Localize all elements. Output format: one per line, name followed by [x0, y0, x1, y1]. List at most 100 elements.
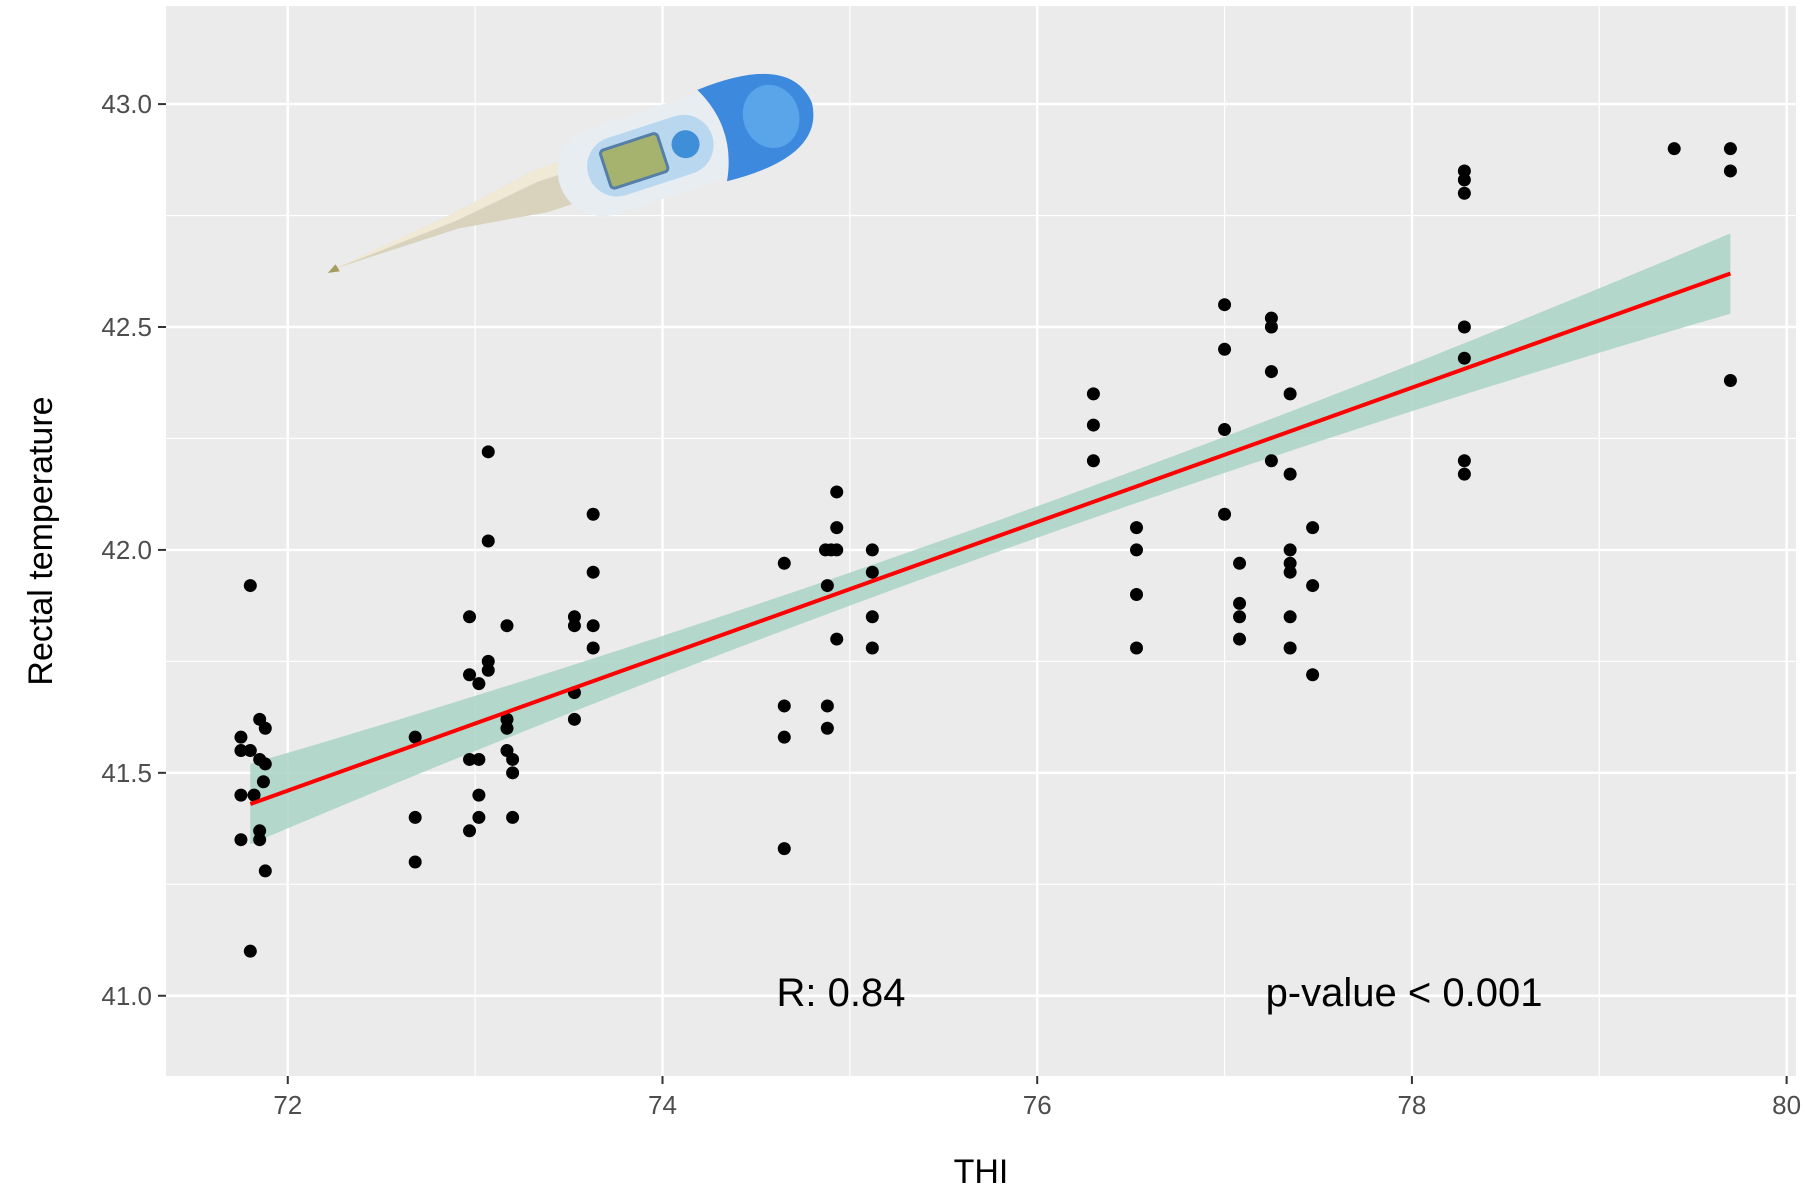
data-point: [253, 824, 267, 838]
y-tick-label: 41.5: [101, 758, 152, 788]
data-point: [830, 632, 844, 646]
data-point: [481, 534, 495, 548]
data-point: [777, 699, 791, 713]
data-point: [1086, 387, 1100, 401]
x-axis-title: THI: [954, 1153, 1009, 1191]
y-tick-label: 42.0: [101, 535, 152, 565]
data-point: [1233, 632, 1247, 646]
data-point: [1233, 556, 1247, 570]
x-tick-label: 72: [273, 1090, 302, 1120]
data-point: [1457, 454, 1471, 468]
data-point: [1264, 311, 1278, 325]
data-point: [408, 855, 422, 869]
data-point: [1283, 543, 1297, 557]
data-point: [243, 579, 257, 593]
data-point: [234, 788, 248, 802]
data-point: [1306, 668, 1320, 682]
data-point: [506, 810, 520, 824]
data-points: [234, 142, 1737, 958]
data-point: [1723, 164, 1737, 178]
data-point: [586, 507, 600, 521]
data-point: [820, 579, 834, 593]
minor-gridlines: [166, 6, 1796, 1076]
data-point: [1264, 365, 1278, 379]
data-point: [1283, 556, 1297, 570]
x-tick-label: 76: [1023, 1090, 1052, 1120]
data-point: [1723, 374, 1737, 387]
p-value-annotation: p-value < 0.001: [1266, 971, 1543, 1015]
x-tick-label: 78: [1397, 1090, 1426, 1120]
data-point: [1283, 565, 1297, 579]
data-point: [1306, 579, 1320, 593]
y-axis-ticks: 41.0 41.5 42.0 42.5 43.0: [101, 89, 166, 1011]
data-point: [865, 565, 879, 579]
data-point: [777, 842, 791, 856]
data-point: [1283, 641, 1297, 655]
data-point: [506, 752, 520, 766]
thermometer-icon: [327, 73, 814, 274]
data-point: [586, 565, 600, 579]
data-point: [567, 712, 581, 726]
data-point: [408, 730, 422, 744]
data-point: [1130, 588, 1144, 601]
data-point: [830, 485, 844, 499]
data-point: [1283, 387, 1297, 401]
data-point: [1264, 454, 1278, 468]
data-point: [472, 788, 486, 802]
data-point: [1457, 186, 1471, 200]
x-axis-ticks: 72 74 76 78 80: [273, 1076, 1801, 1120]
data-point: [408, 810, 422, 824]
data-point: [234, 730, 248, 744]
data-point: [1283, 610, 1297, 624]
data-point: [258, 757, 272, 771]
data-point: [1457, 320, 1471, 334]
data-point: [865, 610, 879, 624]
data-point: [234, 744, 248, 758]
data-point: [253, 833, 267, 847]
r-annotation: R: 0.84: [777, 971, 906, 1015]
data-point: [1233, 610, 1247, 624]
data-point: [481, 654, 495, 668]
data-point: [481, 445, 495, 459]
data-point: [472, 810, 486, 824]
data-point: [463, 752, 477, 766]
data-point: [586, 619, 600, 633]
data-point: [1723, 142, 1737, 156]
data-point: [1264, 320, 1278, 334]
data-point: [258, 864, 272, 878]
data-point: [1283, 467, 1297, 481]
data-point: [463, 668, 477, 682]
x-tick-label: 80: [1772, 1090, 1801, 1120]
data-point: [830, 543, 844, 557]
data-point: [1086, 418, 1100, 432]
data-point: [463, 610, 477, 624]
data-point: [1130, 521, 1144, 535]
data-point: [500, 712, 514, 726]
data-point: [1306, 521, 1320, 535]
data-point: [258, 721, 272, 735]
data-point: [234, 833, 248, 847]
regression-line: [249, 271, 1732, 806]
data-point: [777, 730, 791, 744]
data-point: [500, 619, 514, 633]
data-point: [1667, 142, 1681, 156]
data-point: [243, 944, 257, 958]
y-tick-label: 42.5: [101, 312, 152, 342]
data-point: [472, 677, 486, 691]
data-point: [567, 610, 581, 624]
data-point: [820, 699, 834, 713]
data-point: [1086, 454, 1100, 468]
data-point: [777, 556, 791, 570]
data-point: [1218, 298, 1232, 312]
data-point: [506, 766, 520, 780]
data-point: [1457, 173, 1471, 187]
data-point: [865, 543, 879, 557]
data-point: [481, 663, 495, 677]
data-point: [1130, 641, 1144, 655]
data-point: [1130, 543, 1144, 557]
data-point: [500, 721, 514, 735]
data-point: [1218, 423, 1232, 437]
data-point: [586, 641, 600, 655]
data-point: [1233, 596, 1247, 610]
